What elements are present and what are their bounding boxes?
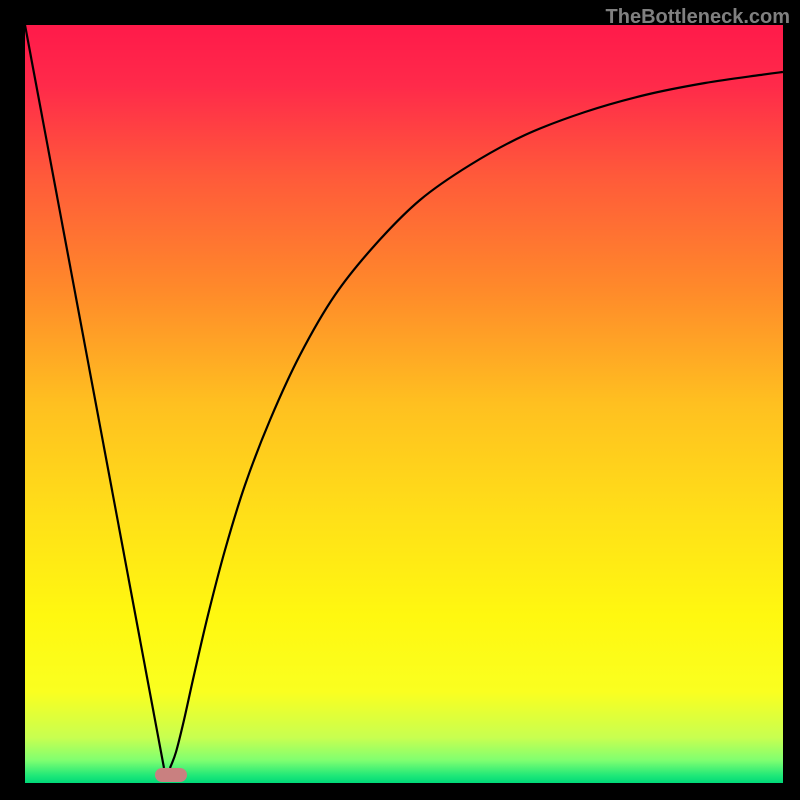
plot-area (0, 0, 800, 800)
watermark-text: TheBottleneck.com (606, 6, 790, 29)
bottom-marker (155, 768, 187, 782)
gradient-background (25, 25, 783, 783)
chart-container: TheBottleneck.com (0, 0, 800, 800)
